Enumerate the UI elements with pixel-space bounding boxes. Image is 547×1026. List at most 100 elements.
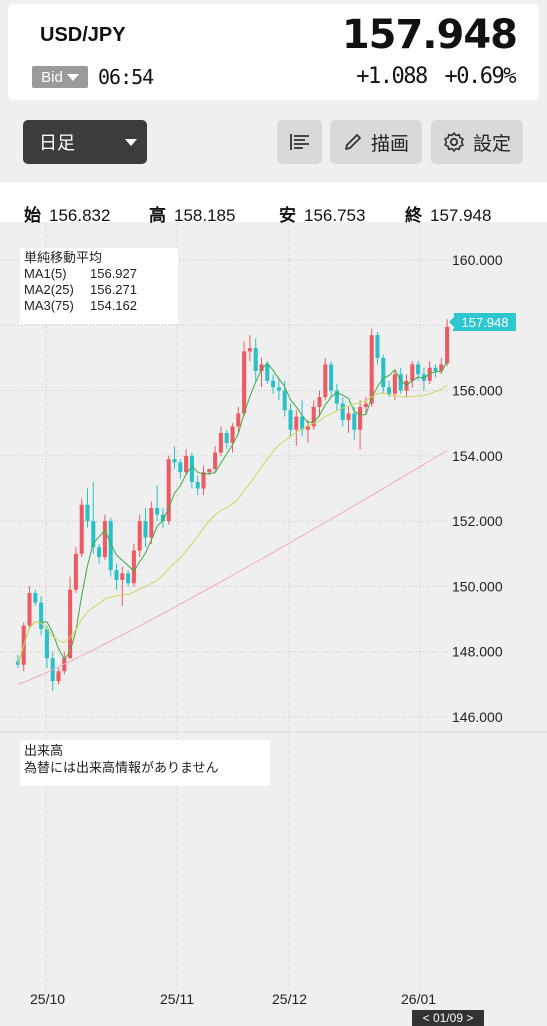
- high-value: 158.185: [174, 206, 236, 225]
- candle-up: [207, 468, 212, 473]
- candle-up: [369, 335, 374, 404]
- low-value: 156.753: [304, 206, 366, 225]
- close-label: 終: [405, 206, 422, 225]
- candle-down: [195, 481, 200, 489]
- candle-down: [352, 413, 357, 430]
- candle-down: [329, 364, 334, 391]
- candle-up: [166, 459, 171, 522]
- candle-down: [381, 357, 386, 388]
- pencil-icon: [345, 134, 361, 150]
- candle-up: [131, 550, 136, 584]
- candle-up: [120, 573, 125, 580]
- candle-up: [311, 406, 316, 427]
- candle-down: [276, 387, 281, 391]
- candle-up: [62, 658, 67, 672]
- volume-legend: 出来高 為替には出来高情報がありません: [20, 740, 270, 786]
- candle-up: [213, 452, 218, 469]
- draw-label: 描画: [370, 133, 409, 155]
- candle-up: [294, 416, 299, 430]
- x-tick-label: 25/10: [30, 991, 66, 1007]
- candle-down: [155, 508, 160, 515]
- ma3-name: MA3(75): [24, 298, 74, 313]
- candle-down: [265, 364, 270, 381]
- change-percent: +0.69%: [444, 64, 517, 89]
- candle-down: [91, 521, 96, 548]
- x-tick-label: 25/11: [160, 991, 194, 1007]
- candle-up: [73, 553, 78, 590]
- y-tick-label: 148.000: [452, 644, 503, 660]
- candle-up: [317, 397, 322, 407]
- ma2-line: [17, 384, 448, 665]
- candle-up: [236, 413, 241, 427]
- candle-up: [27, 592, 32, 626]
- candle-down: [398, 374, 403, 391]
- bid-label: Bid: [41, 68, 63, 86]
- candle-down: [416, 364, 421, 375]
- period-select[interactable]: 日足: [23, 120, 147, 164]
- candle-up: [439, 364, 444, 371]
- candle-down: [189, 455, 194, 482]
- candle-up: [305, 426, 310, 430]
- change-absolute: +1.088: [356, 64, 428, 89]
- ma3-value: 154.162: [90, 298, 137, 313]
- candle-down: [160, 514, 165, 522]
- low-label: 安: [279, 206, 296, 225]
- candle-up: [259, 364, 264, 371]
- dropdown-arrow-icon: [125, 139, 137, 146]
- high-label: 高: [149, 206, 166, 225]
- candlestick-chart[interactable]: 160.000158.000156.000154.000152.000150.0…: [0, 222, 547, 1024]
- candle-down: [253, 348, 258, 371]
- candle-up: [184, 455, 189, 473]
- candle-up: [68, 589, 73, 659]
- candle-up: [427, 367, 432, 381]
- currency-pair[interactable]: USD/JPY: [40, 24, 126, 46]
- candle-down: [288, 410, 293, 430]
- settings-label: 設定: [472, 133, 511, 155]
- update-time: 06:54: [98, 65, 154, 89]
- candle-up: [445, 326, 450, 364]
- candle-up: [218, 433, 223, 453]
- ma2-name: MA2(25): [24, 282, 74, 297]
- settings-button[interactable]: 設定: [431, 120, 523, 164]
- bid-ask-dropdown[interactable]: Bid: [32, 66, 88, 88]
- candle-down: [108, 521, 113, 571]
- header-card: USD/JPY 157.948 Bid 06:54 +1.088 +0.69%: [8, 4, 539, 100]
- candle-down: [44, 628, 49, 659]
- dropdown-arrow-icon: [66, 73, 79, 81]
- candle-down: [271, 380, 276, 388]
- candle-down: [224, 433, 229, 443]
- candle-up: [346, 413, 351, 420]
- chart-area[interactable]: 160.000158.000156.000154.000152.000150.0…: [0, 222, 547, 1026]
- ma1-value: 156.927: [90, 266, 137, 281]
- candle-up: [137, 521, 142, 551]
- ma1-line: [17, 361, 448, 665]
- candle-up: [56, 671, 61, 682]
- open-value: 156.832: [49, 206, 111, 225]
- candle-down: [340, 403, 345, 420]
- indicator-list-button[interactable]: [277, 120, 322, 164]
- candle-up: [230, 426, 235, 443]
- candle-up: [79, 504, 84, 554]
- candle-down: [421, 374, 426, 381]
- y-tick-label: 154.000: [452, 448, 503, 464]
- y-tick-label: 156.000: [452, 383, 503, 399]
- list-icon: [289, 134, 309, 150]
- close-value: 157.948: [430, 206, 492, 225]
- candle-up: [242, 351, 247, 414]
- ma3-row: MA3(75) 154.162: [24, 298, 174, 314]
- candle-up: [102, 521, 107, 558]
- candle-down: [143, 521, 148, 538]
- draw-button[interactable]: 描画: [330, 120, 422, 164]
- ma3-line: [17, 450, 448, 685]
- ma1-name: MA1(5): [24, 266, 67, 281]
- ma-legend-title: 単純移動平均: [24, 250, 103, 265]
- cursor-date-label[interactable]: < 01/09 >: [412, 1010, 484, 1026]
- candle-up: [363, 403, 368, 407]
- y-tick-label: 150.000: [452, 578, 503, 594]
- ohlc-low: 安 156.753: [279, 201, 365, 226]
- ohlc-bar: 始 156.832 高 158.185 安 156.753 終 157.948: [0, 182, 547, 225]
- candle-down: [33, 592, 38, 603]
- gear-icon: [444, 132, 464, 152]
- candle-down: [387, 387, 392, 394]
- open-label: 始: [24, 206, 41, 225]
